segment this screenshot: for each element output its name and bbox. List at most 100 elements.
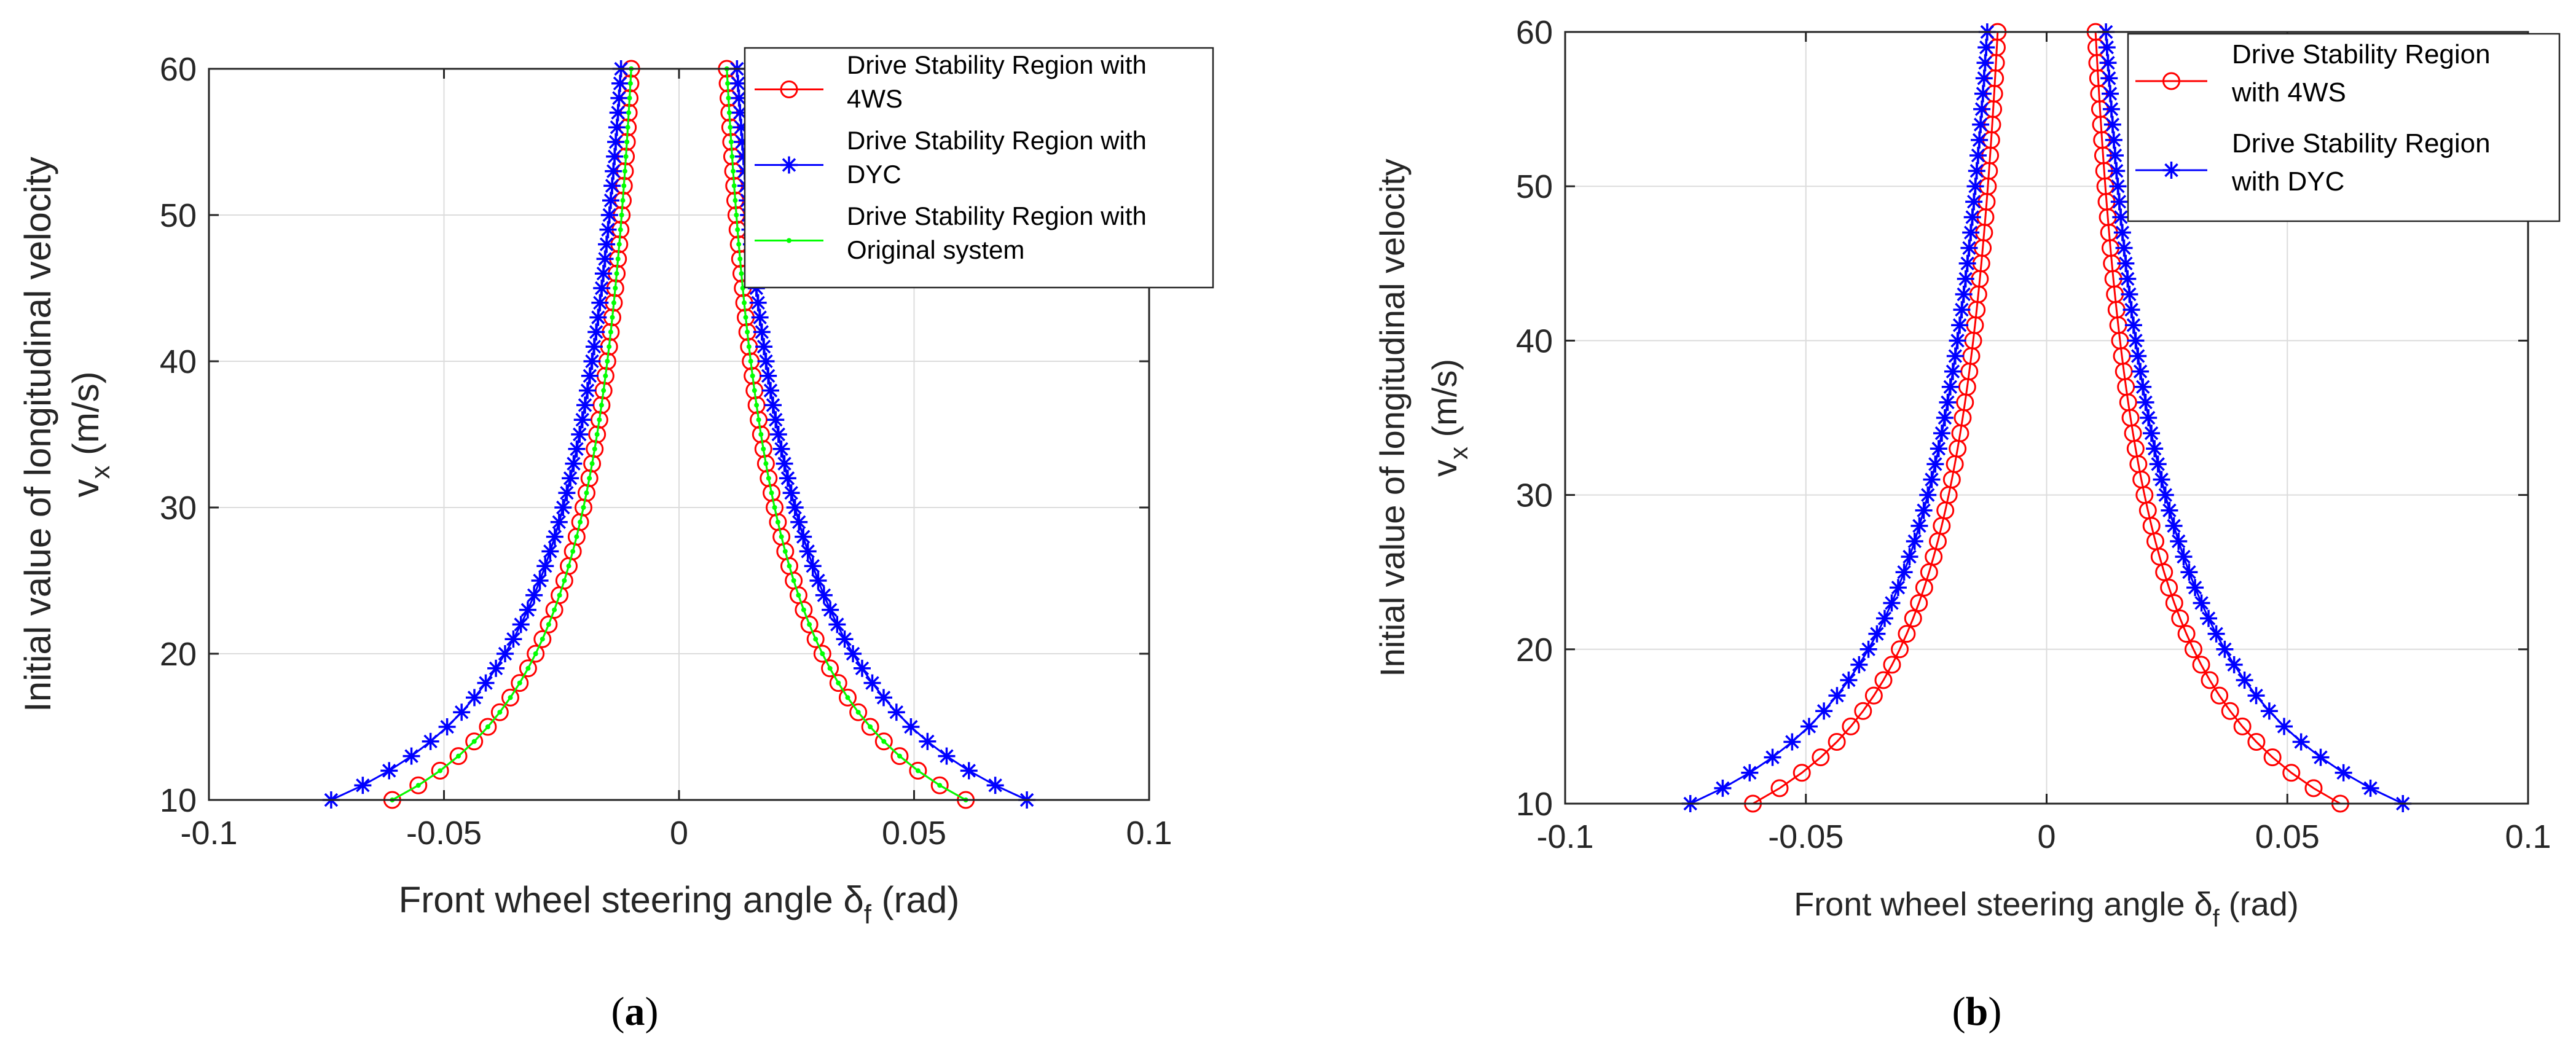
data-point-asterisk	[1783, 733, 1801, 751]
data-point-circle	[752, 425, 770, 444]
data-point-circle	[1891, 640, 1909, 659]
data-point-asterisk	[1960, 239, 1978, 257]
data-point-asterisk	[453, 703, 471, 721]
data-point-asterisk	[594, 265, 612, 283]
data-point-dot	[587, 476, 592, 481]
data-point-asterisk	[1966, 178, 1984, 195]
data-point-asterisk	[1953, 301, 1971, 319]
data-point-dot	[915, 768, 921, 774]
data-point-circle	[527, 645, 545, 663]
data-point-circle	[890, 747, 909, 766]
data-point-asterisk	[550, 513, 568, 531]
data-point-asterisk	[1958, 254, 1976, 272]
data-point-dot	[584, 490, 589, 496]
data-point-dot	[728, 125, 733, 130]
y-axis-label-b-line1: Initial value of longitudinal velocity	[1373, 159, 1412, 677]
data-point-asterisk	[2143, 425, 2161, 442]
legend-label-line1: Drive Stability Region with	[847, 50, 1147, 79]
data-point-asterisk	[1936, 409, 1954, 426]
data-point-asterisk	[593, 280, 611, 297]
data-point-circle	[2162, 72, 2180, 90]
data-point-asterisk	[2165, 517, 2183, 535]
y-tick-label: 50	[1516, 168, 1553, 205]
data-point-dot	[605, 359, 610, 364]
x-tick-label: 0	[670, 815, 688, 852]
data-point-asterisk	[2149, 455, 2167, 473]
data-point-asterisk	[2312, 748, 2330, 766]
data-point-circle	[780, 80, 798, 98]
data-point-circle	[1770, 779, 1789, 797]
ticks-b: -0.1 -0.05 0 0.05 0.1 10 20 30 40 50 60	[1516, 14, 2551, 855]
data-point-dot	[761, 446, 766, 452]
data-point-asterisk	[751, 308, 769, 326]
data-point-dot	[622, 168, 627, 174]
data-point-dot	[570, 549, 576, 554]
data-point-circle	[586, 440, 604, 458]
data-point-dot	[782, 549, 788, 554]
data-point-dot	[746, 344, 752, 350]
data-point-asterisk	[836, 630, 854, 648]
data-point-dot	[471, 739, 477, 744]
data-point-asterisk	[1974, 85, 1992, 103]
data-point-asterisk	[1933, 425, 1950, 442]
data-point-asterisk	[2127, 332, 2145, 350]
data-point-asterisk	[2334, 764, 2352, 782]
data-point-asterisk	[422, 732, 439, 750]
data-point-asterisk	[1973, 100, 1991, 118]
data-point-dot	[725, 80, 731, 86]
data-point-asterisk	[730, 89, 748, 107]
data-point-asterisk	[1977, 39, 1995, 57]
data-point-asterisk	[576, 396, 594, 414]
data-point-circle	[849, 703, 868, 721]
y-tick-label: 30	[160, 490, 197, 527]
data-point-asterisk	[2121, 286, 2138, 304]
data-point-dot	[772, 505, 777, 510]
data-point-dot	[937, 783, 943, 788]
data-point-asterisk	[2140, 409, 2158, 426]
data-point-dot	[619, 213, 624, 217]
data-point-asterisk	[815, 586, 833, 604]
data-point-asterisk	[2260, 702, 2278, 720]
data-point-asterisk	[2122, 301, 2140, 319]
data-point-asterisk	[2124, 316, 2142, 334]
data-point-asterisk	[769, 426, 787, 443]
data-point-asterisk	[2105, 131, 2122, 149]
data-point-circle	[2263, 748, 2282, 767]
data-point-dot	[485, 724, 490, 729]
data-point-circle	[590, 410, 608, 429]
data-point-asterisk	[2100, 69, 2118, 87]
data-point-asterisk	[546, 528, 564, 546]
data-point-circle	[2165, 594, 2183, 612]
data-point-dot	[566, 563, 571, 569]
data-point-dot	[456, 753, 461, 759]
data-point-asterisk	[1915, 501, 1933, 519]
data-point-dot	[415, 783, 421, 788]
data-point-asterisk	[986, 777, 1004, 794]
legend-label-line1: Drive Stability Region with	[847, 126, 1147, 155]
data-point-dot	[742, 300, 747, 305]
data-point-circle	[2247, 733, 2266, 751]
data-point-asterisk	[767, 411, 785, 429]
data-point-asterisk	[1930, 440, 1947, 458]
y-axis-label-a-line2: vx (m/s)	[65, 371, 116, 497]
data-point-asterisk	[1714, 779, 1732, 797]
data-point-asterisk	[764, 396, 782, 414]
data-point-dot	[736, 241, 742, 247]
data-point-asterisk	[2161, 501, 2178, 519]
data-point-dot	[562, 578, 567, 583]
data-point-asterisk	[786, 499, 804, 516]
panel-label-a: (a)	[611, 989, 659, 1034]
data-point-asterisk	[573, 411, 591, 429]
data-point-asterisk	[760, 367, 777, 385]
data-point-asterisk	[2117, 254, 2135, 272]
legend-label-line1: Drive Stability Region	[2232, 128, 2491, 159]
data-point-asterisk	[2109, 178, 2127, 195]
data-point-asterisk	[562, 469, 579, 487]
legend-label-line2: 4WS	[847, 84, 903, 113]
data-point-asterisk	[1901, 548, 1918, 566]
data-point-dot	[796, 592, 801, 598]
data-point-dot	[779, 534, 784, 539]
panel-label-b: (b)	[1952, 989, 2002, 1034]
data-point-dot	[438, 768, 443, 774]
series-line-s4ws-right	[2094, 31, 2341, 805]
